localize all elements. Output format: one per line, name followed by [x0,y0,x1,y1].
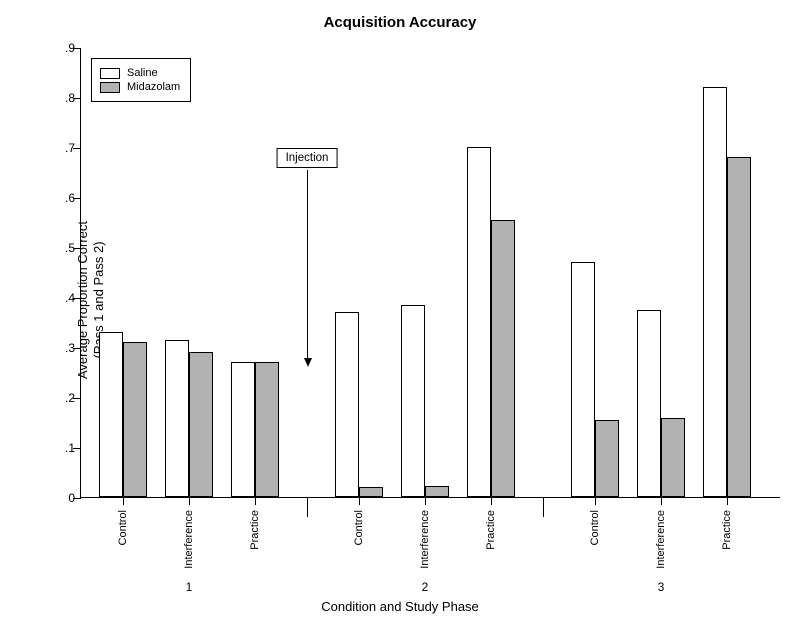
bar-midazolam-1-interference [189,352,213,497]
bar-midazolam-1-practice [255,362,279,497]
x-tick [425,497,426,505]
x-tick-major [307,497,308,517]
bar-saline-2-control [335,312,359,497]
y-tick-label: .7 [45,141,75,155]
x-tick [359,497,360,505]
legend-label: Saline [127,67,158,79]
x-phase-label: 1 [186,580,193,594]
x-category-label: Control [589,510,601,545]
x-category-label: Interference [419,510,431,569]
bar-saline-1-interference [165,340,189,498]
injection-annotation: Injection [277,148,338,168]
bar-saline-2-practice [467,147,491,497]
y-tick-label: .6 [45,191,75,205]
y-tick-label: .8 [45,91,75,105]
x-category-label: Interference [655,510,667,569]
legend-item-saline: Saline [100,67,180,79]
x-category-label: Control [117,510,129,545]
x-tick [595,497,596,505]
x-tick [727,497,728,505]
x-category-label: Interference [183,510,195,569]
chart-title: Acquisition Accuracy [0,14,800,31]
x-tick [491,497,492,505]
injection-arrow-line [307,170,308,358]
x-category-label: Practice [721,510,733,550]
x-tick [123,497,124,505]
bar-saline-2-interference [401,305,425,498]
bar-midazolam-3-control [595,420,619,498]
legend-swatch [100,82,120,93]
y-tick-label: .1 [45,441,75,455]
legend: Saline Midazolam [91,58,191,102]
injection-arrow-head [304,358,312,367]
bar-saline-1-practice [231,362,255,497]
x-phase-label: 3 [658,580,665,594]
plot-area: SalineMidazolam 0.1.2.3.4.5.6.7.8.9Contr… [80,48,780,498]
x-axis-label: Condition and Study Phase [0,599,800,614]
y-tick-label: .9 [45,41,75,55]
bar-midazolam-2-practice [491,220,515,498]
legend-label: Midazolam [127,81,180,93]
x-tick-major [543,497,544,517]
x-category-label: Practice [485,510,497,550]
bar-midazolam-2-control [359,487,383,497]
x-tick [661,497,662,505]
bar-midazolam-1-control [123,342,147,497]
y-tick-label: .2 [45,391,75,405]
bar-midazolam-3-interference [661,418,685,497]
y-tick-label: .5 [45,241,75,255]
x-phase-label: 2 [422,580,429,594]
x-category-label: Practice [249,510,261,550]
legend-item-midazolam: Midazolam [100,81,180,93]
x-category-label: Control [353,510,365,545]
x-tick [189,497,190,505]
bar-saline-3-practice [703,87,727,497]
bar-midazolam-3-practice [727,157,751,497]
y-tick-label: .3 [45,341,75,355]
bar-midazolam-2-interference [425,486,449,497]
bar-saline-1-control [99,332,123,497]
y-tick-label: .4 [45,291,75,305]
bar-saline-3-interference [637,310,661,498]
y-tick-label: 0 [45,491,75,505]
bar-saline-3-control [571,262,595,497]
x-tick [255,497,256,505]
chart-container: Acquisition Accuracy Average Proportion … [0,0,800,626]
legend-swatch [100,68,120,79]
